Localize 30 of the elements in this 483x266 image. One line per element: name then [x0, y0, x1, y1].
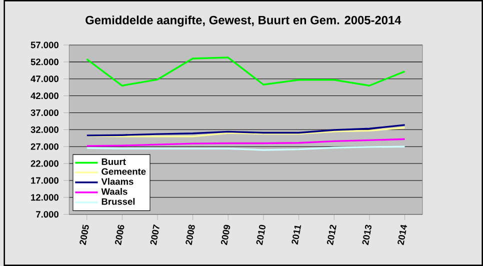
x-tick-label: 2007: [150, 224, 160, 246]
legend-label: Vlaams: [101, 178, 134, 185]
line-series: [86, 138, 406, 147]
legend-label: Waals: [101, 188, 128, 195]
x-tick-label: 2012: [326, 224, 336, 246]
x-tick-label: 2005: [80, 224, 89, 246]
y-tick-label: 27.000: [30, 143, 58, 150]
line-series: [86, 124, 406, 136]
y-tick-label: 52.000: [30, 58, 58, 66]
y-tick-label: 37.000: [30, 109, 58, 116]
y-tick-label: 17.000: [31, 177, 58, 184]
y-tick-label: 42.000: [30, 92, 58, 100]
x-tick-label: 2006: [114, 224, 124, 246]
x-tick-label: 2008: [186, 224, 195, 246]
y-tick-label: 12.000: [31, 194, 58, 201]
y-tick-label: 32.000: [30, 126, 58, 133]
y-tick-label: 47.000: [30, 76, 58, 82]
x-tick-label: 2010: [256, 224, 266, 246]
x-tick-label: 2009: [220, 224, 230, 246]
chart-title: Gemiddelde aangifte, Gewest, Buurt en Gem. 2005-2014: [86, 16, 402, 27]
x-tick-label: 2013: [362, 224, 372, 246]
y-tick-label: 57.000: [30, 42, 58, 48]
y-tick-label: 7.000: [36, 211, 58, 218]
legend-label: Brussel: [102, 198, 135, 205]
x-tick-label: 2014: [398, 224, 407, 246]
legend-label: Buurt: [102, 158, 126, 166]
x-tick-label: 2011: [292, 225, 302, 245]
line-series: [86, 56, 406, 87]
y-tick-label: 22.000: [30, 160, 58, 167]
legend-label: Gemeente: [102, 168, 146, 175]
